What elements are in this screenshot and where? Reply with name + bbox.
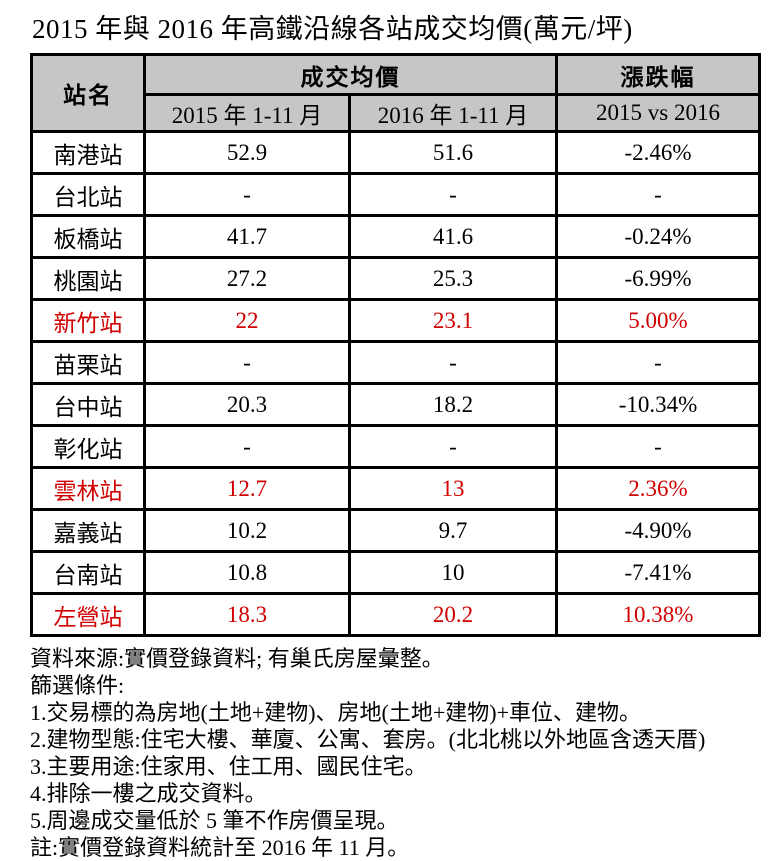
change-cell: - [555,340,761,385]
price-2016-cell: 13 [348,466,558,511]
station-name-cell: 南港站 [30,130,146,175]
subheader-2015-period: 2015 年 1-11 月 [143,93,351,133]
change-cell: 10.38% [555,592,761,637]
header-avg-price-group: 成交均價 [143,53,558,96]
price-2016-cell: 9.7 [348,508,558,553]
note-footnote: 註:實價登錄資料統計至 2016 年 11 月。 [30,835,410,860]
table-row: 彰化站 - - - [30,424,761,469]
price-2015-cell: 41.7 [143,214,351,259]
price-2016-cell: 20.2 [348,592,558,637]
price-2016-cell: 10 [348,550,558,595]
station-name-cell: 台南站 [30,550,146,595]
price-2016-cell: 51.6 [348,130,558,175]
station-name-cell: 台中站 [30,382,146,427]
table-row: 左營站 18.3 20.2 10.38% [30,592,761,637]
change-cell: -4.90% [555,508,761,553]
table-row: 苗栗站 - - - [30,340,761,385]
table-row: 新竹站 22 23.1 5.00% [30,298,761,343]
station-name-cell: 左營站 [30,592,146,637]
change-cell: -2.46% [555,130,761,175]
change-cell: - [555,172,761,217]
station-name-cell: 嘉義站 [30,508,146,553]
notes-section: 資料來源:實價登錄資料; 有巢氏房屋彙整。 篩選條件: 1.交易標的為房地(土地… [30,645,780,861]
price-table: 站名 成交均價 漲跌幅 2015 年 1-11 月 2016 年 1-11 月 … [30,53,761,637]
price-2016-cell: 23.1 [348,298,558,343]
price-2015-cell: 10.8 [143,550,351,595]
price-2015-cell: 20.3 [143,382,351,427]
note-filter-3: 3.主要用途:住家用、住工用、國民住宅。 [30,754,427,779]
header-row-periods: 2015 年 1-11 月 2016 年 1-11 月 2015 vs 2016 [32,93,761,133]
table-row: 雲林站 12.7 13 2.36% [30,466,761,511]
station-name-cell: 板橋站 [30,214,146,259]
change-cell: 5.00% [555,298,761,343]
change-cell: 2.36% [555,466,761,511]
header-station-name: 站名 [30,53,146,133]
table-row: 嘉義站 10.2 9.7 -4.90% [30,508,761,553]
price-2016-cell: 41.6 [348,214,558,259]
price-2015-cell: - [143,340,351,385]
header-change-group: 漲跌幅 [555,53,761,96]
station-name-cell: 彰化站 [30,424,146,469]
station-name-cell: 新竹站 [30,298,146,343]
price-2016-cell: 25.3 [348,256,558,301]
table-row: 南港站 52.9 51.6 -2.46% [30,130,761,175]
price-2015-cell: - [143,424,351,469]
note-source: 資料來源:實價登錄資料; 有巢氏房屋彙整。 [30,646,444,671]
change-cell: -10.34% [555,382,761,427]
station-name-cell: 苗栗站 [30,340,146,385]
station-name-cell: 台北站 [30,172,146,217]
table-row: 台南站 10.8 10 -7.41% [30,550,761,595]
note-filter-4: 4.排除一樓之成交資料。 [30,781,267,806]
price-2016-cell: - [348,340,558,385]
price-2016-cell: - [348,424,558,469]
price-2015-cell: 52.9 [143,130,351,175]
station-name-cell: 雲林站 [30,466,146,511]
table-row: 台北站 - - - [30,172,761,217]
note-filter-title: 篩選條件: [30,673,125,698]
change-cell: -6.99% [555,256,761,301]
header-row-groups: 站名 成交均價 漲跌幅 [30,53,761,133]
price-2015-cell: 12.7 [143,466,351,511]
price-2015-cell: 27.2 [143,256,351,301]
price-2016-cell: 18.2 [348,382,558,427]
price-2015-cell: 18.3 [143,592,351,637]
price-2016-cell: - [348,172,558,217]
change-cell: - [555,424,761,469]
subheader-2015-vs-2016: 2015 vs 2016 [555,93,761,133]
subheader-2016-period: 2016 年 1-11 月 [348,93,558,133]
price-2015-cell: - [143,172,351,217]
table-row: 桃園站 27.2 25.3 -6.99% [30,256,761,301]
change-cell: -7.41% [555,550,761,595]
price-2015-cell: 22 [143,298,351,343]
note-filter-2: 2.建物型態:住宅大樓、華廈、公寓、套房。(北北桃以外地區含透天厝) [30,727,706,752]
station-name-cell: 桃園站 [30,256,146,301]
note-filter-5: 5.周邊成交量低於 5 筆不作房價呈現。 [30,808,399,833]
table-row: 板橋站 41.7 41.6 -0.24% [30,214,761,259]
price-2015-cell: 10.2 [143,508,351,553]
page-title: 2015 年與 2016 年高鐵沿線各站成交均價(萬元/坪) [32,14,633,44]
change-cell: -0.24% [555,214,761,259]
table-row: 台中站 20.3 18.2 -10.34% [30,382,761,427]
note-filter-1: 1.交易標的為房地(土地+建物)、房地(土地+建物)+車位、建物。 [30,700,642,725]
